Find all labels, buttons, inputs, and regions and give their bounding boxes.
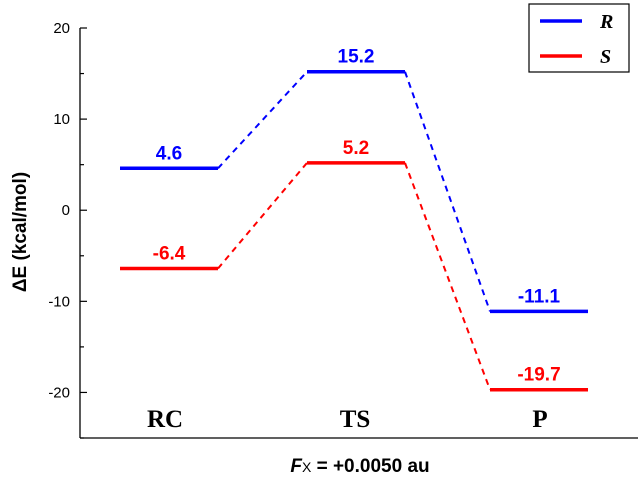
y-tick-label: 20 [53,20,70,37]
legend-label-s: S [600,46,611,68]
value-labels: 4.6 15.2 -11.1 -6.4 5.2 -19.7 [153,47,561,386]
energy-levels [120,69,588,392]
category-label-p: P [532,406,547,433]
y-tick-label: 0 [62,202,70,219]
x-axis-label-symbol: F [290,456,303,477]
connector-s [404,162,491,391]
value-label-r-ts: 15.2 [338,47,375,68]
connectors [217,71,491,391]
x-axis-label: FX = +0.0050 au [290,456,429,477]
y-tick-label: -20 [48,384,70,401]
y-axis-label: ΔE (kcal/mol) [10,172,31,292]
connector-r [404,71,491,312]
category-label-rc: RC [147,406,183,433]
legend-label-r: R [599,11,613,33]
category-labels: RC TS P [147,406,548,433]
connector-r [217,71,308,169]
value-label-r-rc: 4.6 [156,143,182,164]
category-label-ts: TS [340,406,371,433]
y-minor-ticks [80,72,84,439]
value-label-s-rc: -6.4 [153,244,186,265]
x-axis-label-subscript: X [302,459,312,475]
value-label-s-p: -19.7 [517,365,560,386]
legend-frame [528,3,630,73]
x-axis-label-value: = +0.0050 au [311,456,429,477]
value-label-s-ts: 5.2 [343,138,369,159]
y-tick-label: 10 [53,111,70,128]
connector-s [217,162,308,270]
legend: R S [528,3,630,73]
y-tick-label: -10 [48,293,70,310]
value-label-r-p: -11.1 [518,286,561,307]
y-ticks: -20 -10 0 10 20 [48,20,87,401]
